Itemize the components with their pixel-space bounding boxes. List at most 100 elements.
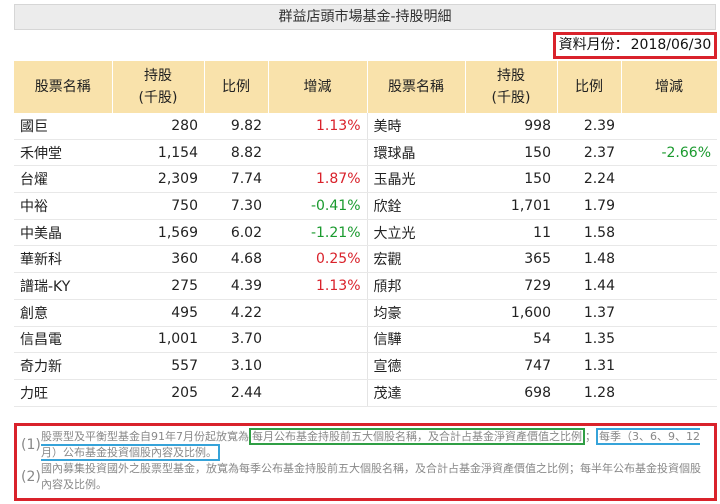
cell-change: -1.21% [268, 219, 368, 247]
cell-stock-name: 力旺 [14, 379, 112, 407]
col-header-stock-name: 股票名稱 [14, 61, 113, 113]
cell-ratio: 4.68 [204, 245, 268, 274]
cell-change-2 [621, 192, 717, 220]
cell-stock-name-2: 欣銓 [367, 192, 465, 220]
cell-ratio-2: 2.24 [557, 165, 621, 194]
cell-change [268, 352, 368, 380]
cell-change-2 [621, 352, 717, 380]
table-row: 創意 495 4.22 均豪 1,600 1.37 [14, 299, 717, 327]
cell-ratio-2: 1.35 [557, 326, 621, 354]
cell-shares-2: 150 [465, 165, 557, 194]
note-1-text: 股票型及平衡型基金自91年7月份起放寬為 每月公布基金持股前五大個股名稱，及合計占… [41, 428, 708, 461]
note-2-number: (2) [21, 469, 41, 485]
note-1-quarterly-highlight: 每季（3、6、9、12月）公布基金投資個股內容及比例。 [41, 428, 700, 461]
cell-shares: 1,154 [112, 139, 204, 167]
cell-stock-name-2: 美時 [367, 113, 465, 140]
cell-ratio: 8.82 [204, 139, 268, 167]
col-header-change-2: 增減 [621, 61, 718, 113]
cell-shares: 280 [112, 113, 204, 140]
cell-ratio-2: 1.48 [557, 245, 621, 274]
col-header-ratio-2: 比例 [557, 61, 622, 113]
cell-stock-name: 創意 [14, 299, 112, 327]
cell-ratio-2: 1.79 [557, 192, 621, 220]
cell-ratio: 7.30 [204, 192, 268, 220]
cell-stock-name-2: 大立光 [367, 219, 465, 247]
cell-change: 1.87% [268, 165, 368, 194]
cell-stock-name-2: 玉晶光 [367, 165, 465, 194]
cell-change-2 [621, 113, 717, 140]
table-row: 華新科 360 4.68 0.25% 宏觀 365 1.48 [14, 245, 717, 274]
table-header-row: 股票名稱 持股 (千股) 比例 增減 股票名稱 持股 (千股) 比例 增減 [14, 61, 718, 113]
cell-shares: 1,001 [112, 326, 204, 354]
cell-shares: 750 [112, 192, 204, 220]
cell-ratio: 4.39 [204, 272, 268, 300]
table-row: 中美晶 1,569 6.02 -1.21% 大立光 11 1.58 [14, 219, 717, 247]
note-2: (2) 國內募集投資國外之股票型基金，放寬為每季公布基金持股前五大個股名稱，及合… [21, 461, 708, 493]
cell-stock-name-2: 宣德 [367, 352, 465, 380]
cell-change: 1.13% [268, 113, 368, 140]
table-row: 力旺 205 2.44 茂達 698 1.28 [14, 379, 717, 407]
cell-stock-name-2: 宏觀 [367, 245, 465, 274]
cell-stock-name-2: 茂達 [367, 379, 465, 407]
table-row: 信昌電 1,001 3.70 信驊 54 1.35 [14, 326, 717, 354]
cell-ratio: 9.82 [204, 113, 268, 140]
cell-change [268, 326, 368, 354]
cell-change [268, 299, 368, 327]
cell-ratio-2: 1.28 [557, 379, 621, 407]
col-header-change: 增減 [268, 61, 368, 113]
cell-change-2 [621, 299, 717, 327]
cell-ratio-2: 1.37 [557, 299, 621, 327]
cell-shares-2: 747 [465, 352, 557, 380]
cell-ratio-2: 2.37 [557, 139, 621, 167]
cell-change: -0.41% [268, 192, 368, 220]
table-row: 奇力新 557 3.10 宣德 747 1.31 [14, 352, 717, 380]
cell-stock-name: 中裕 [14, 192, 112, 220]
cell-change-2 [621, 379, 717, 407]
cell-change [268, 139, 368, 167]
cell-change-2 [621, 272, 717, 300]
cell-change-2 [621, 245, 717, 274]
cell-ratio: 7.74 [204, 165, 268, 194]
cell-shares: 1,569 [112, 219, 204, 247]
cell-ratio: 2.44 [204, 379, 268, 407]
col-header-stock-name-2: 股票名稱 [367, 61, 466, 113]
cell-shares-2: 150 [465, 139, 557, 167]
cell-stock-name: 中美晶 [14, 219, 112, 247]
page-title: 群益店頭市場基金-持股明細 [14, 4, 716, 30]
holdings-table: 股票名稱 持股 (千股) 比例 增減 股票名稱 持股 (千股) 比例 增減 國巨… [14, 61, 718, 407]
cell-ratio: 6.02 [204, 219, 268, 247]
table-row: 國巨 280 9.82 1.13% 美時 998 2.39 [14, 113, 717, 140]
cell-change-2 [621, 165, 717, 194]
table-row: 譜瑞-KY 275 4.39 1.13% 頎邦 729 1.44 [14, 272, 717, 300]
cell-shares-2: 54 [465, 326, 557, 354]
cell-change-2 [621, 326, 717, 354]
table-row: 禾伸堂 1,154 8.82 環球晶 150 2.37 -2.66% [14, 139, 717, 167]
col-header-shares: 持股 (千股) [112, 61, 205, 113]
cell-stock-name: 奇力新 [14, 352, 112, 380]
data-month-value: 2018/06/30 [630, 37, 712, 53]
cell-stock-name-2: 均豪 [367, 299, 465, 327]
data-month-label: 資料月份： [558, 37, 629, 53]
cell-stock-name: 華新科 [14, 245, 112, 274]
cell-ratio: 4.22 [204, 299, 268, 327]
note-1: (1) 股票型及平衡型基金自91年7月份起放寬為 每月公布基金持股前五大個股名稱，… [21, 428, 708, 461]
note-1-monthly-highlight: 每月公布基金持股前五大個股名稱，及合計占基金淨資產價值之比例 [249, 428, 585, 445]
note-1-part-c: ； [585, 430, 596, 443]
cell-shares-2: 365 [465, 245, 557, 274]
cell-stock-name: 信昌電 [14, 326, 112, 354]
cell-shares-2: 729 [465, 272, 557, 300]
cell-stock-name: 譜瑞-KY [14, 272, 112, 300]
col-header-ratio: 比例 [204, 61, 269, 113]
cell-shares: 360 [112, 245, 204, 274]
cell-shares: 2,309 [112, 165, 204, 194]
cell-stock-name-2: 頎邦 [367, 272, 465, 300]
cell-shares: 275 [112, 272, 204, 300]
col-header-shares-2: 持股 (千股) [465, 61, 558, 113]
cell-stock-name-2: 信驊 [367, 326, 465, 354]
cell-shares-2: 11 [465, 219, 557, 247]
cell-ratio: 3.10 [204, 352, 268, 380]
cell-ratio-2: 1.44 [557, 272, 621, 300]
note-1-number: (1) [21, 437, 41, 453]
cell-ratio-2: 1.58 [557, 219, 621, 247]
cell-change-2: -2.66% [621, 139, 717, 167]
